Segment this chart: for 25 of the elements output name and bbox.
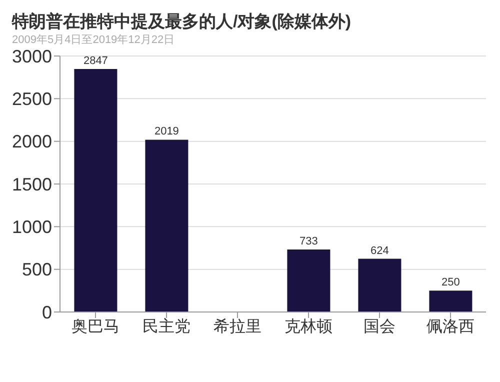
- x-tick-label: 佩洛西: [426, 318, 474, 336]
- x-tick-label: 民主党: [142, 317, 190, 336]
- chart-title: 特朗普在推特中提及最多的人/对象(除媒体外): [10, 11, 352, 32]
- data-label: 733: [300, 235, 318, 248]
- data-label: 2847: [83, 55, 108, 68]
- y-tick-label: 2000: [12, 132, 52, 152]
- y-tick-label: 1000: [12, 217, 52, 238]
- data-label: 250: [442, 276, 460, 289]
- y-tick-label: 1500: [12, 174, 52, 194]
- y-tick-label: 2500: [12, 89, 52, 110]
- bar: [145, 140, 188, 312]
- x-tick-label: 希拉里: [214, 317, 262, 336]
- y-tick-label: 0: [42, 302, 52, 322]
- bar: [74, 69, 118, 312]
- y-tick-label: 3000: [12, 46, 52, 66]
- x-tick-label: 克林顿: [284, 317, 332, 336]
- bar: [358, 258, 402, 312]
- x-tick-label: 国会: [364, 318, 396, 336]
- chart-subtitle: 2009年5月4日至2019年12月22日: [11, 33, 176, 48]
- y-tick-label: 500: [22, 260, 52, 280]
- bar: [287, 249, 330, 312]
- data-label: 624: [370, 244, 389, 257]
- data-label: 2019: [154, 126, 179, 138]
- x-tick-label: 奥巴马: [72, 318, 120, 336]
- bar: [429, 290, 472, 312]
